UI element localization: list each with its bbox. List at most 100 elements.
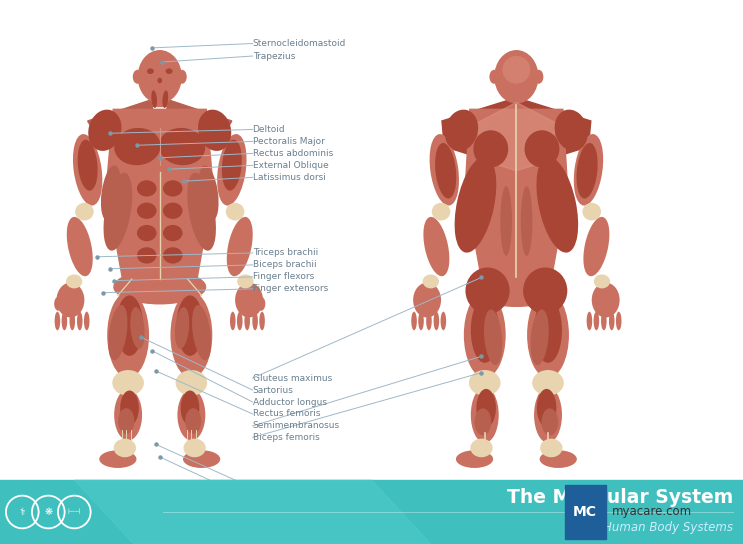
Ellipse shape <box>475 409 491 435</box>
Text: Trapezius: Trapezius <box>253 52 295 60</box>
Text: myacare.com: myacare.com <box>611 505 692 518</box>
FancyBboxPatch shape <box>507 79 525 107</box>
Text: Gluteus maximus: Gluteus maximus <box>253 374 332 382</box>
FancyBboxPatch shape <box>150 79 169 107</box>
Text: ❋: ❋ <box>45 507 52 517</box>
Ellipse shape <box>230 312 236 330</box>
Ellipse shape <box>521 186 533 256</box>
Ellipse shape <box>222 140 241 190</box>
Ellipse shape <box>465 268 510 314</box>
Ellipse shape <box>158 78 162 83</box>
Ellipse shape <box>55 312 60 330</box>
Text: The Muscular System: The Muscular System <box>507 489 733 508</box>
Ellipse shape <box>178 390 205 441</box>
Ellipse shape <box>577 143 597 199</box>
Ellipse shape <box>534 70 543 84</box>
Ellipse shape <box>432 203 450 220</box>
Ellipse shape <box>152 90 157 108</box>
Ellipse shape <box>525 130 559 168</box>
Ellipse shape <box>133 70 142 84</box>
Ellipse shape <box>108 305 128 360</box>
Text: Human Body Systems: Human Body Systems <box>603 521 733 534</box>
Ellipse shape <box>244 312 250 330</box>
Ellipse shape <box>531 310 549 365</box>
Ellipse shape <box>594 312 599 330</box>
Text: Triceps brachii: Triceps brachii <box>253 249 318 257</box>
Ellipse shape <box>217 134 247 206</box>
Ellipse shape <box>523 268 568 314</box>
Ellipse shape <box>177 295 204 356</box>
Ellipse shape <box>159 128 205 165</box>
Ellipse shape <box>429 134 459 206</box>
Ellipse shape <box>418 312 424 330</box>
Text: Rectus femoris: Rectus femoris <box>253 410 320 418</box>
Ellipse shape <box>147 69 154 74</box>
Ellipse shape <box>471 298 499 363</box>
Bar <box>565 485 606 539</box>
Ellipse shape <box>170 292 212 378</box>
Ellipse shape <box>594 275 610 288</box>
Ellipse shape <box>441 312 446 330</box>
Ellipse shape <box>166 69 172 74</box>
Ellipse shape <box>198 110 231 151</box>
Ellipse shape <box>73 134 103 206</box>
Text: Sartorius: Sartorius <box>253 386 293 394</box>
Ellipse shape <box>137 180 157 196</box>
Polygon shape <box>465 109 568 279</box>
Ellipse shape <box>175 370 207 395</box>
Ellipse shape <box>237 275 253 288</box>
Ellipse shape <box>424 217 450 276</box>
Ellipse shape <box>107 292 149 378</box>
Ellipse shape <box>112 370 144 395</box>
Ellipse shape <box>114 390 142 441</box>
Ellipse shape <box>163 248 183 263</box>
Ellipse shape <box>66 275 82 288</box>
Ellipse shape <box>187 172 216 251</box>
Ellipse shape <box>163 90 168 108</box>
Ellipse shape <box>426 312 432 330</box>
Ellipse shape <box>583 217 609 276</box>
Text: Pectoralis Major: Pectoralis Major <box>253 137 325 146</box>
Ellipse shape <box>100 450 137 468</box>
Ellipse shape <box>137 225 157 241</box>
Ellipse shape <box>184 438 206 458</box>
Polygon shape <box>74 480 431 544</box>
Polygon shape <box>166 100 232 133</box>
Text: MC: MC <box>573 505 597 519</box>
Ellipse shape <box>609 312 614 330</box>
Ellipse shape <box>469 270 564 307</box>
Ellipse shape <box>412 312 417 330</box>
Ellipse shape <box>470 438 493 458</box>
Ellipse shape <box>413 282 441 318</box>
Polygon shape <box>475 102 558 171</box>
Ellipse shape <box>235 282 263 318</box>
Ellipse shape <box>183 450 220 468</box>
Ellipse shape <box>469 370 501 395</box>
Ellipse shape <box>77 312 82 330</box>
Ellipse shape <box>534 387 562 443</box>
Text: Soleus: Soleus <box>253 496 282 504</box>
Bar <box>0 480 743 544</box>
Text: ⊢⊣: ⊢⊣ <box>68 508 81 516</box>
Ellipse shape <box>539 450 577 468</box>
Ellipse shape <box>455 157 496 252</box>
Ellipse shape <box>178 70 186 84</box>
Ellipse shape <box>70 312 75 330</box>
Ellipse shape <box>163 202 183 219</box>
Ellipse shape <box>456 450 493 468</box>
Ellipse shape <box>226 203 244 220</box>
Polygon shape <box>106 109 213 279</box>
Polygon shape <box>442 98 591 170</box>
Ellipse shape <box>75 203 94 220</box>
Ellipse shape <box>56 282 85 318</box>
Ellipse shape <box>435 143 456 199</box>
Ellipse shape <box>527 292 569 378</box>
Ellipse shape <box>120 391 139 425</box>
Ellipse shape <box>502 56 531 84</box>
Ellipse shape <box>103 172 132 251</box>
Text: Finger extensors: Finger extensors <box>253 285 328 293</box>
Ellipse shape <box>118 408 134 434</box>
Ellipse shape <box>101 165 121 221</box>
Ellipse shape <box>114 438 136 458</box>
Ellipse shape <box>78 140 97 190</box>
